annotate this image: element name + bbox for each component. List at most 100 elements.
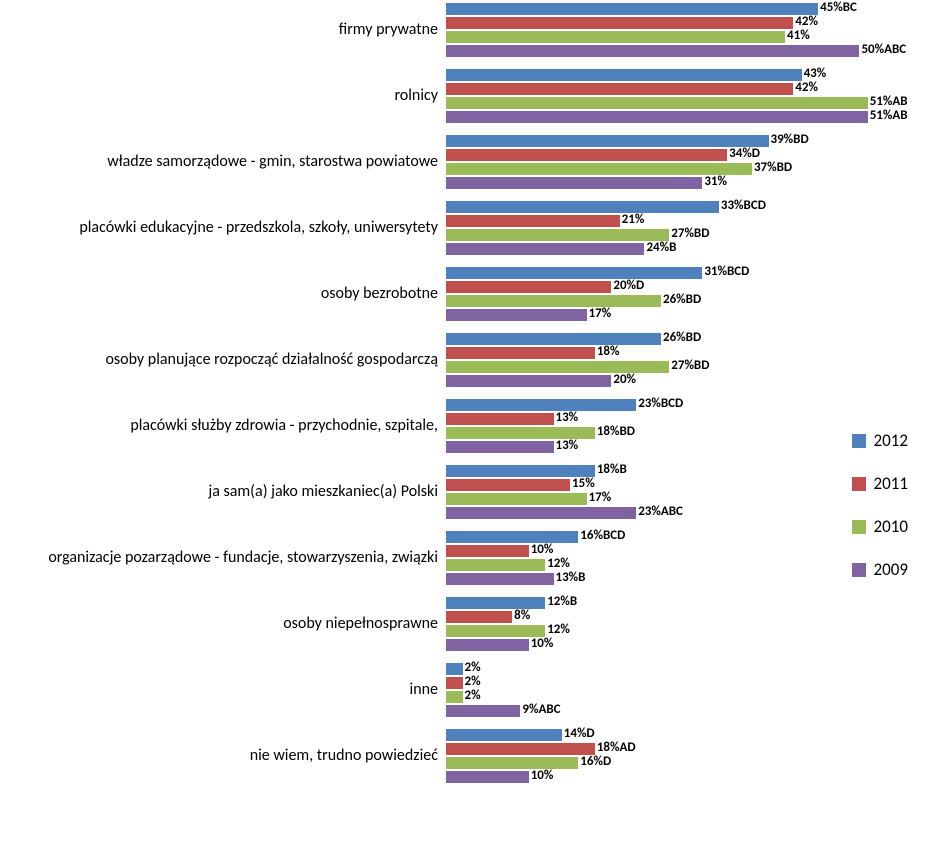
bar-value-label: 10% (529, 769, 554, 782)
bar-2012: 23%BCD (446, 399, 636, 411)
legend-swatch-2011 (852, 477, 866, 491)
bar-2012: 33%BCD (446, 201, 719, 213)
bar-value-label: 17% (587, 307, 612, 320)
bar-value-label: 37%BD (752, 161, 792, 174)
legend: 2012 2011 2010 2009 (852, 430, 908, 602)
category-label: ja sam(a) jako mieszkaniec(a) Polski (0, 483, 446, 501)
bar-value-label: 51%AB (868, 95, 908, 108)
bar-2010: 27%BD (446, 229, 669, 241)
bar-value-label: 43% (802, 67, 827, 80)
category-group: osoby niepełnosprawne12%B8%12%10% (0, 597, 938, 651)
bar-2010: 41% (446, 31, 785, 43)
category-label: osoby niepełnosprawne (0, 615, 446, 633)
legend-label: 2012 (874, 430, 908, 451)
bar-value-label: 41% (785, 29, 810, 42)
category-label: osoby bezrobotne (0, 285, 446, 303)
bar-value-label: 23%ABC (636, 505, 683, 518)
bar-2009: 20% (446, 375, 611, 387)
bar-2011: 18% (446, 347, 595, 359)
bar-2010: 17% (446, 493, 587, 505)
bar-2012: 31%BCD (446, 267, 702, 279)
category-group: inne2%2%2%9%ABC (0, 663, 938, 717)
category-group: placówki służby zdrowia - przychodnie, s… (0, 399, 938, 453)
category-group: nie wiem, trudno powiedzieć14%D18%AD16%D… (0, 729, 938, 783)
bar-2011: 20%D (446, 281, 611, 293)
bar-2012: 2% (446, 663, 463, 675)
bar-2009: 31% (446, 177, 702, 189)
category-group: władze samorządowe - gmin, starostwa pow… (0, 135, 938, 189)
bar-value-label: 12%B (545, 595, 577, 608)
bar-value-label: 20% (611, 373, 636, 386)
legend-label: 2009 (874, 559, 908, 580)
bar-value-label: 27%BD (669, 359, 709, 372)
bar-value-label: 45%BC (818, 1, 857, 14)
legend-swatch-2012 (852, 434, 866, 448)
category-group: firmy prywatne45%BC42%41%50%ABC (0, 3, 938, 57)
category-label: firmy prywatne (0, 21, 446, 39)
bar-value-label: 18%B (595, 463, 627, 476)
bar-2009: 50%ABC (446, 45, 859, 57)
bar-2010: 16%D (446, 757, 578, 769)
bar-value-label: 34%D (727, 147, 760, 160)
bar-value-label: 18%BD (595, 425, 635, 438)
bar-value-label: 13%B (554, 571, 586, 584)
bar-value-label: 10% (529, 637, 554, 650)
bar-value-label: 21% (620, 213, 645, 226)
category-group: ja sam(a) jako mieszkaniec(a) Polski 18%B… (0, 465, 938, 519)
category-group: organizacje pozarządowe - fundacje, stow… (0, 531, 938, 585)
bar-value-label: 27%BD (669, 227, 709, 240)
legend-label: 2011 (874, 473, 908, 494)
bar-value-label: 39%BD (769, 133, 809, 146)
bar-2011: 2% (446, 677, 463, 689)
category-label: nie wiem, trudno powiedzieć (0, 747, 446, 765)
legend-item-2010: 2010 (852, 516, 908, 537)
bar-2012: 26%BD (446, 333, 661, 345)
category-label: osoby planujące rozpocząć działalność go… (0, 351, 446, 369)
bar-value-label: 31% (702, 175, 727, 188)
bar-value-label: 2% (463, 689, 481, 702)
bar-value-label: 31%BCD (702, 265, 749, 278)
bar-2011: 34%D (446, 149, 727, 161)
bar-value-label: 18%AD (595, 741, 636, 754)
category-label: inne (0, 681, 446, 699)
bar-2012: 12%B (446, 597, 545, 609)
bar-2011: 10% (446, 545, 529, 557)
bar-2012: 14%D (446, 729, 562, 741)
bar-2009: 23%ABC (446, 507, 636, 519)
bar-value-label: 20%D (611, 279, 644, 292)
bar-value-label: 50%ABC (859, 43, 906, 56)
bar-2009: 13%B (446, 573, 554, 585)
bar-value-label: 26%BD (661, 293, 701, 306)
bar-value-label: 16%D (578, 755, 611, 768)
bar-2009: 17% (446, 309, 587, 321)
bar-2009: 10% (446, 639, 529, 651)
bar-2012: 45%BC (446, 3, 818, 15)
bar-value-label: 51%AB (868, 109, 908, 122)
bar-value-label: 26%BD (661, 331, 701, 344)
bar-2011: 13% (446, 413, 554, 425)
bar-value-label: 17% (587, 491, 612, 504)
bar-2012: 39%BD (446, 135, 769, 147)
bar-2011: 42% (446, 83, 793, 95)
legend-item-2012: 2012 (852, 430, 908, 451)
bar-value-label: 14%D (562, 727, 595, 740)
bar-value-label: 42% (793, 15, 818, 28)
category-label: placówki służby zdrowia - przychodnie, s… (0, 417, 446, 435)
bar-2011: 42% (446, 17, 793, 29)
bar-value-label: 42% (793, 81, 818, 94)
bar-2010: 2% (446, 691, 463, 703)
bar-value-label: 2% (463, 661, 481, 674)
legend-swatch-2009 (852, 563, 866, 577)
category-group: rolnicy43%42%51%AB51%AB (0, 69, 938, 123)
bar-value-label: 9%ABC (520, 703, 560, 716)
category-label: organizacje pozarządowe - fundacje, stow… (0, 549, 446, 567)
bar-2011: 21% (446, 215, 620, 227)
bar-2010: 51%AB (446, 97, 868, 109)
bar-2009: 10% (446, 771, 529, 783)
bar-value-label: 12% (545, 557, 570, 570)
bar-2012: 43% (446, 69, 802, 81)
bar-2011: 18%AD (446, 743, 595, 755)
bar-value-label: 8% (512, 609, 530, 622)
category-label: władze samorządowe - gmin, starostwa pow… (0, 153, 446, 171)
grouped-horizontal-bar-chart: firmy prywatne45%BC42%41%50%ABCrolnicy43… (0, 0, 938, 844)
